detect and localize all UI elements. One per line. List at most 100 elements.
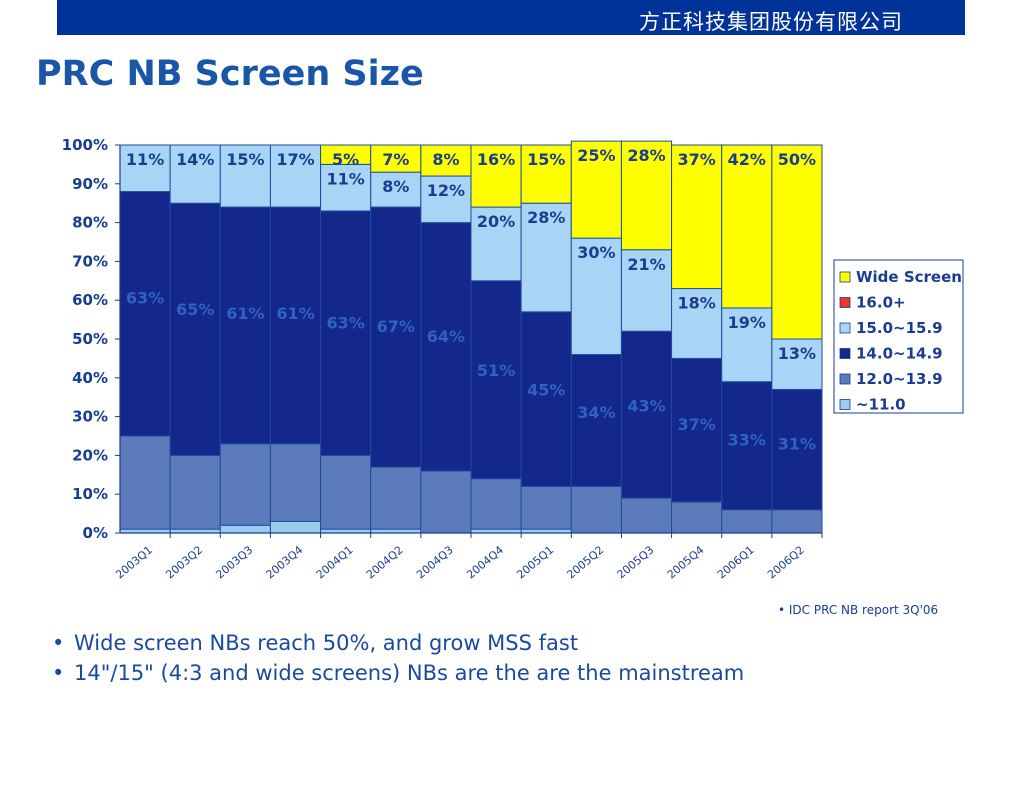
data-label: 61% (226, 304, 264, 323)
source-note: • IDC PRC NB report 3Q'06 (778, 603, 939, 617)
data-label: 20% (477, 212, 515, 231)
data-label: 65% (176, 300, 214, 319)
data-label: 45% (527, 381, 565, 400)
x-tick-label: 2004Q1 (314, 543, 356, 581)
bar-segment (620, 140, 673, 251)
data-label: 33% (728, 431, 766, 450)
bar-segment (520, 485, 572, 530)
bar-segment (320, 454, 372, 530)
bar-segment (169, 454, 221, 530)
bar-segment (470, 206, 522, 282)
bullet-item: • 14"/15" (4:3 and wide screens) NBs are … (52, 658, 744, 688)
stacked-bar-chart: 0% 10% 20% 30% 40% 50% 60% 70% 80% 90% 100% 63% 11% 6… (62, 136, 964, 581)
bar-segment (470, 144, 522, 208)
data-label: 7% (382, 150, 409, 169)
header-bar: 方正科技集团股份有限公司 (57, 0, 965, 35)
bar-segment (771, 388, 823, 511)
data-label: 30% (577, 243, 615, 262)
data-label: 19% (728, 313, 766, 332)
legend-label: 14.0~14.9 (856, 345, 943, 363)
data-label: 17% (276, 150, 314, 169)
bar-segment (671, 501, 723, 534)
data-label: 28% (527, 208, 565, 227)
data-label: 25% (577, 146, 615, 165)
legend-swatch (839, 399, 851, 410)
bar-segment (520, 311, 572, 487)
bullet-item: • Wide screen NBs reach 50%, and grow MSS… (52, 628, 744, 658)
data-label: 14% (176, 150, 214, 169)
bar-segment (570, 485, 622, 534)
y-tick-label: 60% (72, 291, 108, 309)
x-tick-label: 2005Q1 (514, 543, 556, 581)
x-tick-label: 2003Q3 (213, 543, 255, 581)
data-label: 51% (477, 361, 515, 380)
y-tick-label: 40% (72, 369, 108, 387)
bar-segment (420, 144, 472, 177)
bar-segment (420, 470, 472, 534)
x-tick-label: 2004Q3 (414, 543, 456, 581)
bar-segment (620, 497, 673, 534)
bar-segment (320, 163, 372, 212)
bar-segment (370, 206, 422, 468)
data-label: 63% (126, 288, 164, 307)
data-label: 18% (677, 294, 715, 313)
bar-segment (219, 443, 271, 526)
data-label: 13% (778, 344, 816, 363)
y-tick-label: 80% (72, 214, 108, 232)
bar-segment (570, 354, 622, 487)
legend-swatch (839, 348, 851, 359)
bar-segment (320, 210, 372, 456)
page-title: PRC NB Screen Size (36, 54, 424, 94)
x-tick-label: 2005Q2 (564, 543, 606, 581)
bar-segment (721, 307, 773, 383)
x-tick-label: 2006Q1 (715, 543, 757, 581)
data-label: 16% (477, 150, 515, 169)
bar-segment (721, 509, 773, 534)
x-tick-label: 2005Q3 (615, 543, 657, 581)
bar-segment (620, 330, 673, 499)
data-label: 64% (427, 327, 465, 346)
y-tick-label: 30% (72, 408, 108, 426)
bar-segment (219, 144, 271, 208)
bar-segment (671, 357, 723, 503)
bar-segment (370, 144, 422, 173)
bar-segment (169, 202, 221, 456)
bar-segment (219, 524, 271, 534)
x-tick-label: 2005Q4 (665, 543, 707, 581)
legend-label: ~11.0 (856, 396, 906, 414)
x-tick-label: 2004Q2 (364, 543, 406, 581)
bar-segment (269, 206, 322, 445)
bar-segment (470, 478, 522, 530)
data-label: 61% (276, 304, 314, 323)
legend-swatch (839, 271, 851, 283)
y-tick-label: 70% (72, 252, 108, 270)
bar-segment (370, 466, 422, 530)
bar-segment (119, 144, 171, 193)
data-label: 11% (126, 150, 164, 169)
y-tick-label: 0% (83, 524, 108, 542)
legend-label: 15.0~15.9 (856, 319, 943, 337)
legend-swatch (839, 322, 851, 334)
x-tick-label: 2003Q1 (113, 543, 155, 581)
bar-segment (219, 206, 271, 445)
bar-segment (269, 144, 322, 208)
data-label: 63% (326, 313, 364, 332)
data-label: 31% (778, 435, 816, 454)
data-label: 43% (627, 396, 665, 415)
bar-segment (520, 144, 572, 204)
data-label: 67% (377, 317, 415, 336)
y-tick-label: 100% (62, 136, 108, 154)
data-label: 11% (326, 169, 364, 188)
bar-segment (169, 144, 221, 204)
legend-swatch (839, 373, 851, 385)
data-label: 50% (778, 150, 816, 169)
company-name: 方正科技集团股份有限公司 (639, 10, 903, 34)
x-tick-label: 2003Q2 (163, 543, 205, 581)
bullet-text: Wide screen NBs reach 50%, and grow MSS … (74, 631, 579, 655)
y-tick-label: 20% (72, 446, 108, 464)
data-label: 34% (577, 403, 615, 422)
data-label: 8% (432, 150, 459, 169)
bullet-dot: • (52, 631, 65, 655)
y-tick-label: 50% (72, 330, 108, 348)
data-label: 5% (332, 150, 359, 169)
